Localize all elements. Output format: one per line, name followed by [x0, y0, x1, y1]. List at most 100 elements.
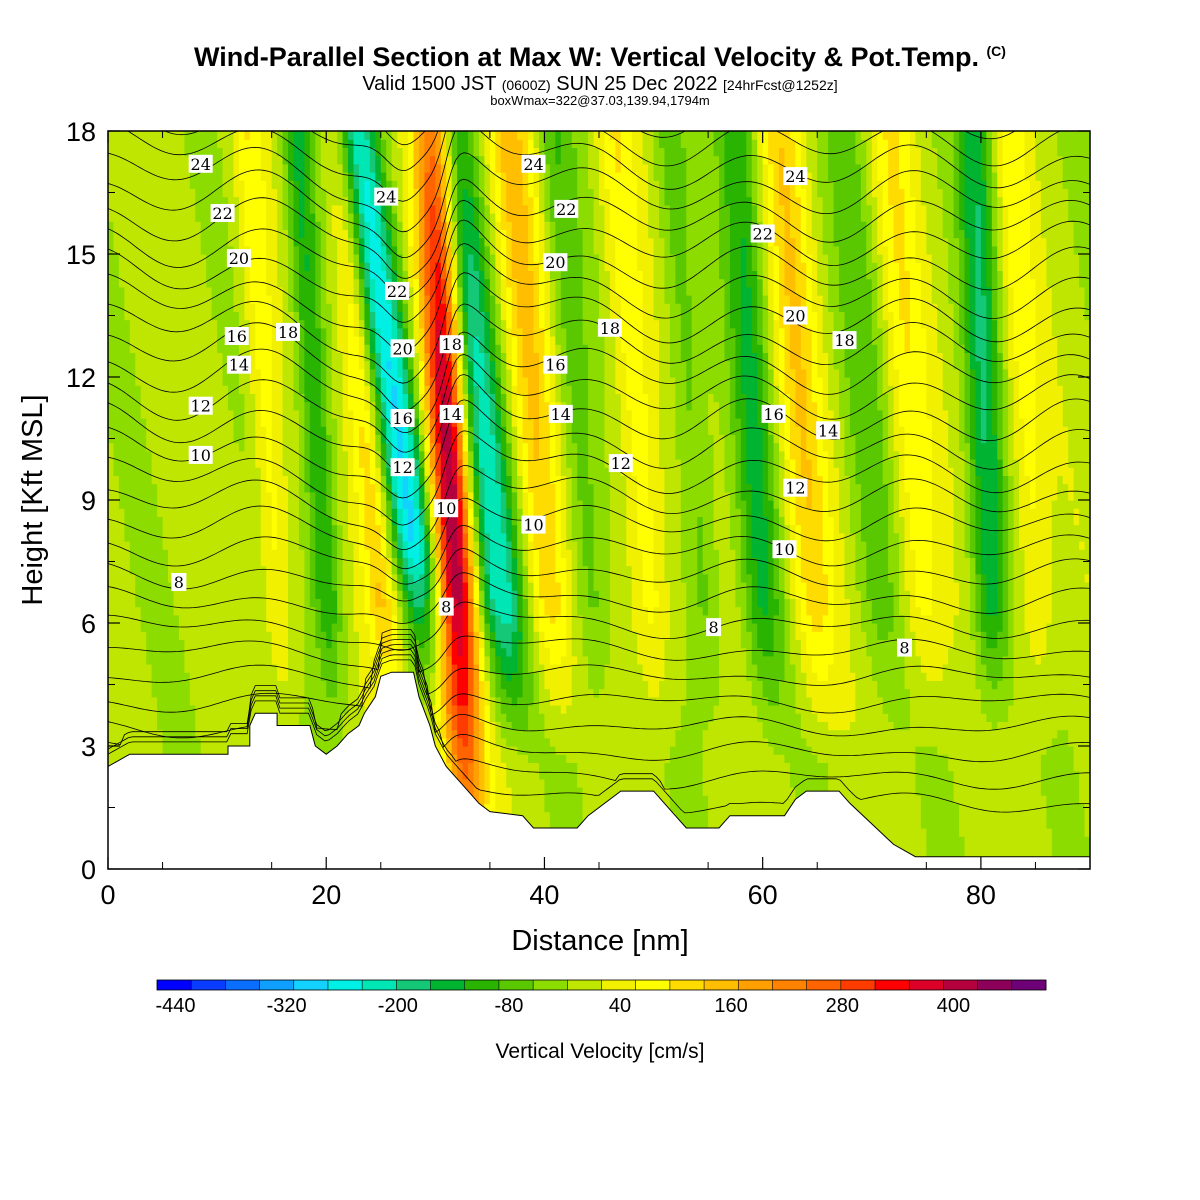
velocity-cell	[135, 566, 141, 575]
velocity-cell	[179, 541, 185, 550]
velocity-cell	[244, 574, 250, 583]
velocity-cell	[179, 672, 185, 681]
velocity-cell	[135, 336, 141, 345]
velocity-cell	[354, 689, 360, 698]
velocity-cell	[130, 500, 136, 509]
velocity-cell	[157, 557, 163, 566]
velocity-cell	[113, 664, 119, 673]
velocity-cell	[228, 582, 234, 591]
velocity-cell	[124, 344, 130, 353]
velocity-cell	[332, 541, 338, 550]
velocity-cell	[283, 525, 289, 534]
velocity-cell	[184, 336, 190, 345]
velocity-cell	[359, 328, 365, 337]
velocity-cell	[173, 213, 179, 222]
velocity-cell	[233, 426, 239, 435]
velocity-cell	[272, 393, 278, 402]
velocity-cell	[332, 467, 338, 476]
velocity-cell	[141, 147, 147, 156]
velocity-cell	[119, 713, 125, 722]
velocity-cell	[108, 697, 114, 706]
velocity-cell	[223, 705, 229, 714]
velocity-cell	[277, 566, 283, 575]
velocity-cell	[141, 533, 147, 542]
velocity-cell	[283, 238, 289, 247]
velocity-cell	[157, 418, 163, 427]
velocity-cell	[364, 648, 370, 657]
velocity-cell	[326, 295, 332, 304]
velocity-cell	[359, 180, 365, 189]
velocity-cell	[337, 303, 343, 312]
velocity-cell	[239, 393, 245, 402]
velocity-cell	[141, 713, 147, 722]
velocity-cell	[152, 664, 158, 673]
velocity-cell	[326, 180, 332, 189]
velocity-cell	[223, 238, 229, 247]
velocity-cell	[124, 582, 130, 591]
velocity-cell	[184, 689, 190, 698]
velocity-cell	[233, 631, 239, 640]
velocity-cell	[304, 361, 310, 370]
velocity-cell	[321, 639, 327, 648]
velocity-cell	[272, 180, 278, 189]
velocity-cell	[212, 172, 218, 181]
velocity-cell	[130, 303, 136, 312]
velocity-cell	[157, 402, 163, 411]
velocity-cell	[293, 131, 299, 140]
velocity-cell	[206, 648, 212, 657]
velocity-cell	[152, 131, 158, 140]
velocity-cell	[108, 664, 114, 673]
cross-section-chart: 24222016 18141210824222016121814108242220…	[0, 0, 1200, 1200]
velocity-cell	[108, 508, 114, 517]
velocity-cell	[239, 139, 245, 148]
velocity-cell	[108, 131, 114, 140]
velocity-cell	[315, 631, 321, 640]
velocity-cell	[135, 639, 141, 648]
velocity-cell	[157, 369, 163, 378]
velocity-cell	[293, 197, 299, 206]
velocity-cell	[190, 582, 196, 591]
velocity-cell	[108, 475, 114, 484]
velocity-cell	[179, 156, 185, 165]
velocity-cell	[163, 459, 169, 468]
velocity-cell	[348, 434, 354, 443]
velocity-cell	[212, 607, 218, 616]
velocity-cell	[233, 533, 239, 542]
velocity-cell	[146, 541, 152, 550]
velocity-cell	[173, 713, 179, 722]
velocity-cell	[354, 467, 360, 476]
velocity-cell	[124, 574, 130, 583]
velocity-cell	[370, 238, 376, 247]
velocity-cell	[315, 713, 321, 722]
velocity-cell	[141, 131, 147, 140]
velocity-cell	[348, 393, 354, 402]
velocity-cell	[321, 705, 327, 714]
velocity-cell	[223, 648, 229, 657]
velocity-cell	[381, 311, 387, 320]
velocity-cell	[310, 467, 316, 476]
velocity-cell	[392, 254, 398, 263]
velocity-cell	[293, 344, 299, 353]
velocity-cell	[233, 590, 239, 599]
velocity-cell	[277, 639, 283, 648]
velocity-cell	[397, 623, 403, 632]
velocity-cell	[381, 221, 387, 230]
velocity-cell	[244, 377, 250, 386]
velocity-cell	[354, 623, 360, 632]
velocity-cell	[354, 672, 360, 681]
velocity-cell	[277, 656, 283, 665]
velocity-cell	[184, 508, 190, 517]
velocity-cell	[364, 467, 370, 476]
velocity-cell	[184, 172, 190, 181]
velocity-cell	[283, 656, 289, 665]
velocity-cell	[108, 369, 114, 378]
velocity-cell	[354, 246, 360, 255]
velocity-cell	[195, 467, 201, 476]
velocity-cell	[397, 484, 403, 493]
velocity-cell	[266, 516, 272, 525]
velocity-cell	[152, 221, 158, 230]
velocity-cell	[348, 582, 354, 591]
velocity-cell	[343, 541, 349, 550]
velocity-cell	[113, 164, 119, 173]
velocity-cell	[310, 262, 316, 271]
